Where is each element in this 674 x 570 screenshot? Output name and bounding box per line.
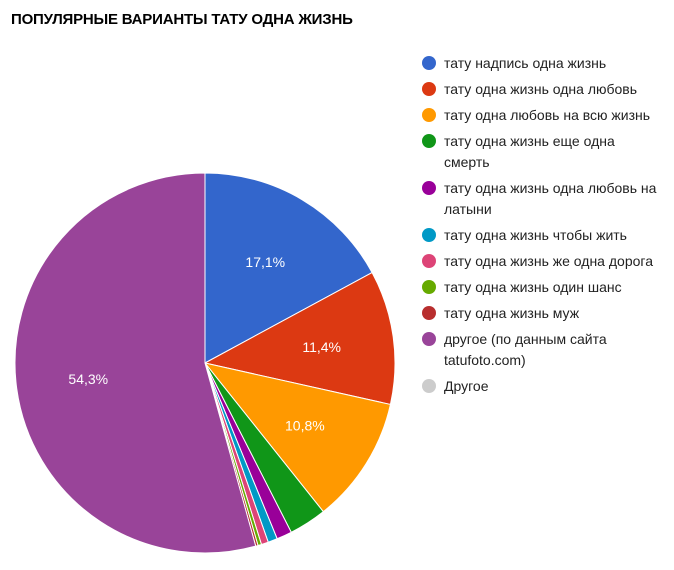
slice-percent-label: 54,3% bbox=[68, 371, 108, 387]
legend-color-dot-icon bbox=[422, 379, 436, 393]
legend-label: тату одна жизнь муж bbox=[444, 305, 580, 321]
legend-item[interactable]: тату одна жизнь один шанс bbox=[422, 277, 662, 298]
legend-item[interactable]: тату одна жизнь же одна дорога bbox=[422, 251, 662, 272]
legend-label: тату одна жизнь один шанс bbox=[444, 279, 622, 295]
legend-color-dot-icon bbox=[422, 181, 436, 195]
slice-percent-label: 11,4% bbox=[302, 339, 341, 355]
legend-color-dot-icon bbox=[422, 82, 436, 96]
chart-title: ПОПУЛЯРНЫЕ ВАРИАНТЫ ТАТУ ОДНА ЖИЗНЬ bbox=[11, 11, 353, 28]
legend-label: тату одна жизнь еще одна смерть bbox=[444, 133, 615, 170]
pie-slice[interactable] bbox=[203, 362, 392, 513]
legend-label: тату одна жизнь чтобы жить bbox=[444, 227, 627, 243]
legend-item[interactable]: Другое bbox=[422, 376, 662, 397]
slice-percent-label: 10,8% bbox=[285, 417, 325, 433]
legend-item[interactable]: тату одна жизнь одна любовь на латыни bbox=[422, 178, 662, 220]
legend-label: другое (по данным сайта tatufoto.com) bbox=[444, 331, 607, 368]
legend-color-dot-icon bbox=[422, 108, 436, 122]
legend-color-dot-icon bbox=[422, 228, 436, 242]
legend-label: тату одна жизнь же одна дорога bbox=[444, 253, 653, 269]
legend-label: тату одна любовь на всю жизнь bbox=[444, 107, 651, 123]
pie-slice[interactable] bbox=[14, 172, 257, 554]
pie-slice[interactable] bbox=[204, 172, 373, 364]
chart-legend: тату надпись одна жизнь тату одна жизнь о… bbox=[422, 53, 662, 402]
legend-item[interactable]: тату одна жизнь еще одна смерть bbox=[422, 131, 662, 173]
legend-label: Другое bbox=[444, 378, 489, 394]
legend-label: тату надпись одна жизнь bbox=[444, 55, 607, 71]
legend-item[interactable]: тату одна жизнь муж bbox=[422, 303, 662, 324]
legend-color-dot-icon bbox=[422, 134, 436, 148]
legend-color-dot-icon bbox=[422, 332, 436, 346]
legend-color-dot-icon bbox=[422, 56, 436, 70]
legend-color-dot-icon bbox=[422, 280, 436, 294]
legend-color-dot-icon bbox=[422, 254, 436, 268]
pie-chart: 17,1% 11,4% 10,8% 54,3% bbox=[14, 172, 396, 554]
legend-item[interactable]: тату одна любовь на всю жизнь bbox=[422, 105, 662, 126]
legend-item[interactable]: тату надпись одна жизнь bbox=[422, 53, 662, 74]
legend-label: тату одна жизнь одна любовь на латыни bbox=[444, 180, 657, 217]
legend-color-dot-icon bbox=[422, 306, 436, 320]
legend-item[interactable]: тату одна жизнь одна любовь bbox=[422, 79, 662, 100]
legend-label: тату одна жизнь одна любовь bbox=[444, 81, 638, 97]
slice-percent-label: 17,1% bbox=[245, 254, 285, 270]
legend-item[interactable]: другое (по данным сайта tatufoto.com) bbox=[422, 329, 662, 371]
pie-slice[interactable] bbox=[203, 271, 396, 406]
legend-item[interactable]: тату одна жизнь чтобы жить bbox=[422, 225, 662, 246]
